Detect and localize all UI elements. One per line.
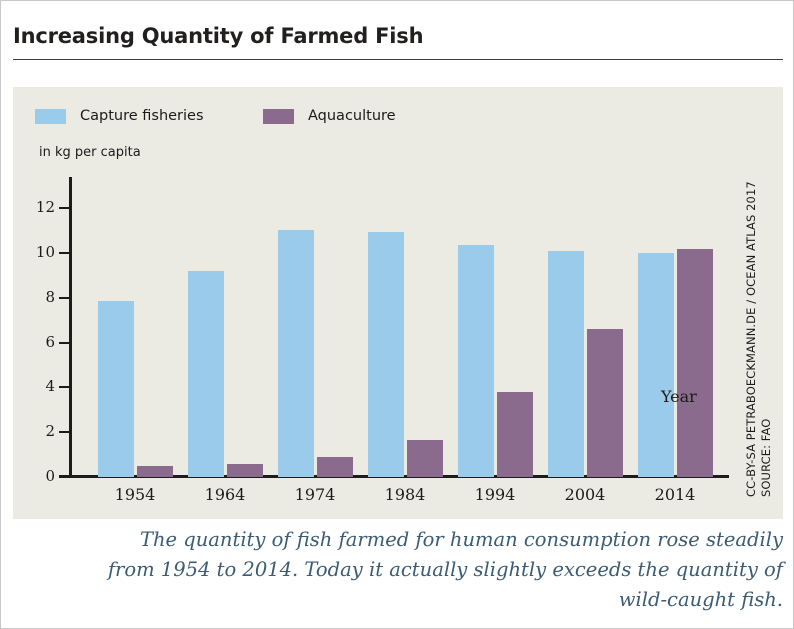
bar-group — [638, 186, 728, 477]
bar-group — [458, 186, 548, 477]
y-axis-tick-label: 2 — [45, 422, 55, 441]
x-axis-title: Year — [661, 387, 697, 406]
bar — [227, 463, 263, 477]
credit-license-text: CC-BY-SA PETRABOECKMANN.DE / OCEAN ATLAS… — [744, 181, 758, 497]
bar-group — [278, 186, 368, 477]
y-axis-tick — [59, 341, 70, 344]
bar — [458, 245, 494, 477]
credit-source-text: SOURCE: FAO — [759, 418, 773, 497]
caption: The quantity of fish farmed for human co… — [13, 525, 783, 615]
bar — [677, 248, 713, 477]
x-axis-tick-label: 1964 — [204, 485, 246, 504]
y-axis-unit-label: in kg per capita — [39, 145, 141, 160]
legend-item-1: Aquaculture — [263, 105, 396, 127]
chart-panel: Capture fisheries Aquaculture in kg per c… — [13, 87, 783, 519]
bar — [497, 391, 533, 477]
bar-group — [98, 186, 188, 477]
caption-line-1: The quantity of fish farmed for human co… — [139, 528, 783, 551]
x-axis-tick-label: 1994 — [474, 485, 516, 504]
bar-group — [368, 186, 458, 477]
bar — [98, 301, 134, 477]
legend-label: Aquaculture — [308, 108, 396, 124]
bar — [638, 253, 674, 477]
bar — [317, 456, 353, 477]
bar — [137, 465, 173, 477]
caption-line-3: wild-caught fish. — [618, 588, 783, 611]
legend-label: Capture fisheries — [80, 108, 204, 124]
bar — [278, 229, 314, 477]
y-axis-tick-label: 4 — [45, 377, 55, 396]
y-axis-tick — [59, 431, 70, 434]
bar — [548, 250, 584, 477]
bar — [407, 440, 443, 477]
x-axis-tick-label: 1974 — [294, 485, 336, 504]
caption-line-2: from 1954 to 2014. Today it actually sli… — [107, 558, 783, 581]
x-axis-tick-label: 1954 — [114, 485, 156, 504]
y-axis-tick — [59, 252, 70, 255]
y-axis-tick-label: 10 — [35, 243, 55, 262]
y-axis-tick — [59, 386, 70, 389]
plot-area: 0 2 4 6 8 10 12 1954 1964 1974 1984 1994 2004 2014 — [36, 177, 729, 504]
y-axis-tick-label: 6 — [45, 332, 55, 351]
y-axis-tick-label: 0 — [45, 467, 55, 485]
bar-group — [188, 186, 278, 477]
x-axis-tick-label: 2004 — [564, 485, 606, 504]
legend-swatch-icon — [263, 108, 294, 124]
title-block: Increasing Quantity of Farmed Fish — [13, 23, 783, 60]
bar — [587, 329, 623, 477]
bar — [368, 231, 404, 477]
x-axis-tick-label: 2014 — [654, 485, 696, 504]
y-axis-tick-label: 12 — [35, 198, 55, 217]
legend-item-0: Capture fisheries — [35, 105, 204, 127]
title-divider — [13, 59, 783, 60]
axis-origin-tick — [59, 476, 70, 478]
x-axis-tick-label: 1984 — [384, 485, 426, 504]
y-axis-tick-label: 8 — [45, 287, 55, 306]
bar-group — [548, 186, 638, 477]
legend-swatch-icon — [35, 108, 66, 124]
y-axis-tick — [59, 207, 70, 210]
y-axis-tick — [59, 296, 70, 299]
credit-block: CC-BY-SA PETRABOECKMANN.DE / OCEAN ATLAS… — [744, 97, 779, 497]
page-title: Increasing Quantity of Farmed Fish — [13, 24, 424, 48]
bar — [188, 271, 224, 477]
y-axis-line — [69, 177, 72, 477]
